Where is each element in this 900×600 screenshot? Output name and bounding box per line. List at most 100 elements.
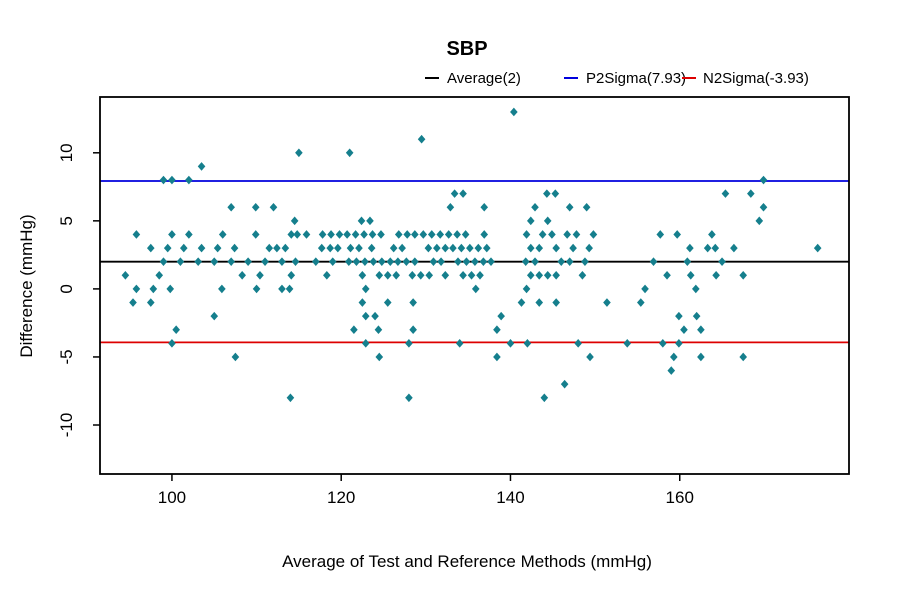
data-point — [149, 284, 158, 294]
data-point — [449, 243, 457, 253]
data-point — [231, 352, 240, 362]
data-point — [446, 202, 455, 212]
data-point — [697, 352, 705, 362]
data-point — [369, 257, 378, 266]
data-point — [197, 243, 206, 253]
data-point — [551, 189, 560, 198]
data-point — [293, 230, 301, 239]
data-point — [466, 243, 474, 253]
data-point — [350, 325, 358, 335]
data-point — [230, 243, 239, 253]
data-point — [670, 352, 678, 362]
data-point — [265, 243, 274, 253]
data-point — [172, 325, 180, 335]
data-point — [405, 393, 413, 403]
data-point — [261, 257, 269, 266]
data-point — [408, 270, 417, 280]
data-point — [444, 230, 453, 239]
data-point — [334, 243, 342, 253]
data-point — [366, 216, 374, 226]
data-point — [461, 230, 470, 239]
data-point — [213, 243, 222, 253]
data-point — [540, 393, 549, 403]
data-point — [538, 230, 547, 239]
data-point — [697, 325, 705, 335]
data-point — [543, 270, 552, 280]
data-point — [323, 270, 331, 280]
data-point — [269, 202, 278, 212]
data-point — [703, 243, 712, 253]
data-point — [159, 175, 168, 185]
data-point — [327, 230, 335, 239]
data-point — [374, 325, 383, 335]
data-point — [197, 162, 206, 171]
data-point — [747, 189, 755, 198]
legend-label-n2sigma: N2Sigma(-3.93) — [703, 70, 809, 87]
data-point — [437, 257, 445, 266]
x-axis-label: Average of Test and Reference Methods (m… — [282, 552, 652, 571]
data-point — [543, 216, 552, 226]
y-tick-label: 0 — [57, 284, 76, 293]
data-point — [358, 270, 367, 280]
data-point — [526, 243, 535, 253]
data-point — [389, 243, 398, 253]
y-tick-label: -5 — [57, 349, 76, 364]
data-point — [526, 270, 535, 280]
data-point — [623, 339, 632, 348]
data-point — [506, 339, 515, 348]
data-point — [667, 366, 676, 375]
data-point — [739, 270, 748, 280]
data-point — [686, 243, 694, 253]
data-point — [581, 257, 589, 266]
x-tick-label: 160 — [666, 488, 694, 507]
data-point — [572, 230, 581, 239]
data-point — [510, 107, 518, 117]
data-point — [637, 298, 645, 307]
data-point — [557, 257, 566, 266]
data-point — [565, 257, 574, 266]
data-point — [419, 230, 428, 239]
data-point — [392, 270, 401, 280]
data-point — [474, 243, 483, 253]
data-point — [522, 284, 531, 294]
data-point — [361, 311, 370, 321]
legend-label-p2sigma: P2Sigma(7.93) — [586, 70, 686, 87]
data-point — [335, 230, 344, 239]
data-point — [535, 270, 544, 280]
data-point — [176, 257, 185, 266]
data-point — [656, 230, 665, 239]
data-point — [436, 230, 445, 239]
data-point — [361, 257, 369, 266]
data-point — [194, 257, 202, 266]
data-point — [680, 325, 688, 335]
data-point — [535, 243, 544, 253]
data-point — [425, 270, 434, 280]
data-point — [459, 270, 467, 280]
data-point — [355, 243, 363, 253]
data-point — [450, 189, 459, 198]
data-point — [278, 257, 286, 266]
data-point — [560, 379, 569, 389]
x-tick-label: 120 — [327, 488, 355, 507]
data-point — [455, 339, 464, 348]
data-point — [739, 352, 748, 362]
data-point — [185, 175, 193, 185]
data-point — [493, 325, 501, 335]
data-point — [692, 311, 701, 321]
data-point — [526, 216, 535, 226]
data-point — [129, 298, 137, 307]
data-point — [281, 243, 290, 253]
data-point — [398, 243, 406, 253]
data-point — [453, 230, 461, 239]
data-point — [649, 257, 658, 266]
data-point — [683, 257, 692, 266]
data-point — [146, 243, 155, 253]
data-point — [287, 270, 296, 280]
data-point — [360, 230, 368, 239]
data-point — [535, 298, 544, 307]
data-point — [552, 270, 560, 280]
data-point — [429, 257, 438, 266]
data-point — [251, 202, 260, 212]
data-point — [278, 284, 286, 294]
